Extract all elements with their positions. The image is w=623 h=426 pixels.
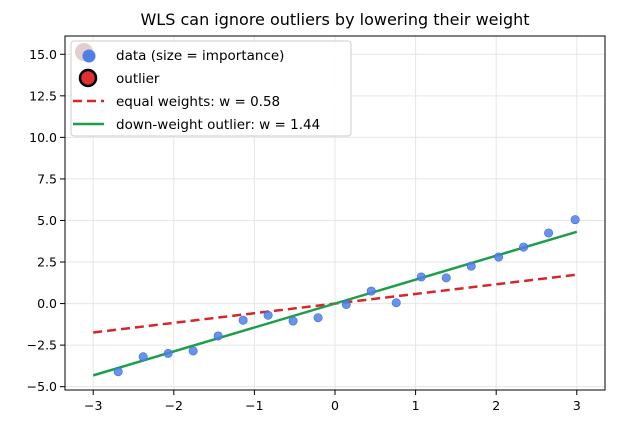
data-point [163, 348, 173, 358]
data-point [570, 215, 580, 225]
y-tick-label: −5.0 [27, 379, 57, 394]
y-tick-label: 15.0 [29, 47, 57, 62]
x-tick-label: −2 [165, 398, 183, 413]
legend-label: equal weights: w = 0.58 [116, 94, 280, 110]
data-point [113, 367, 123, 377]
y-tick-label: 10.0 [29, 130, 57, 145]
data-point [416, 272, 426, 282]
legend: data (size = importance) outlier equal wei… [70, 40, 352, 137]
x-tick-label: 0 [331, 398, 339, 413]
y-tick-label: −2.5 [27, 338, 57, 353]
y-tick-label: 2.5 [37, 255, 57, 270]
data-point [313, 313, 323, 323]
y-tick-label: 7.5 [37, 171, 57, 186]
axis-ticks: −3 −2 −1 0 1 2 3 −5.0 −2.5 0.0 2.5 5.0 7.5 10.0 12.5 15… [27, 47, 581, 413]
x-tick-label: −1 [245, 398, 263, 413]
data-point [441, 273, 451, 283]
data-point [519, 242, 529, 252]
x-tick-label: 1 [412, 398, 420, 413]
y-tick-label: 5.0 [37, 213, 57, 228]
data-point [391, 298, 401, 308]
data-points [113, 215, 580, 377]
data-point [213, 331, 223, 341]
legend-label: outlier [116, 71, 160, 87]
legend-label: data (size = importance) [116, 48, 284, 64]
data-point [544, 228, 554, 238]
legend-label: down-weight outlier: w = 1.44 [116, 117, 320, 133]
x-tick-label: 3 [573, 398, 581, 413]
grid-lines [65, 36, 605, 390]
legend-outlier-marker [78, 68, 98, 88]
data-point [341, 299, 351, 309]
x-tick-label: 2 [492, 398, 500, 413]
data-point [138, 352, 148, 362]
chart-title: WLS can ignore outliers by lowering thei… [140, 10, 529, 29]
x-tick-label: −3 [84, 398, 102, 413]
data-point [288, 316, 298, 326]
legend-box [70, 40, 352, 137]
data-point [466, 261, 476, 271]
legend-data-marker [82, 49, 96, 63]
y-tick-label: 12.5 [29, 88, 57, 103]
data-point [494, 252, 504, 262]
data-point [263, 310, 273, 320]
data-point [366, 286, 376, 296]
data-point [238, 315, 248, 325]
y-tick-label: 0.0 [37, 296, 57, 311]
data-point [188, 346, 198, 356]
